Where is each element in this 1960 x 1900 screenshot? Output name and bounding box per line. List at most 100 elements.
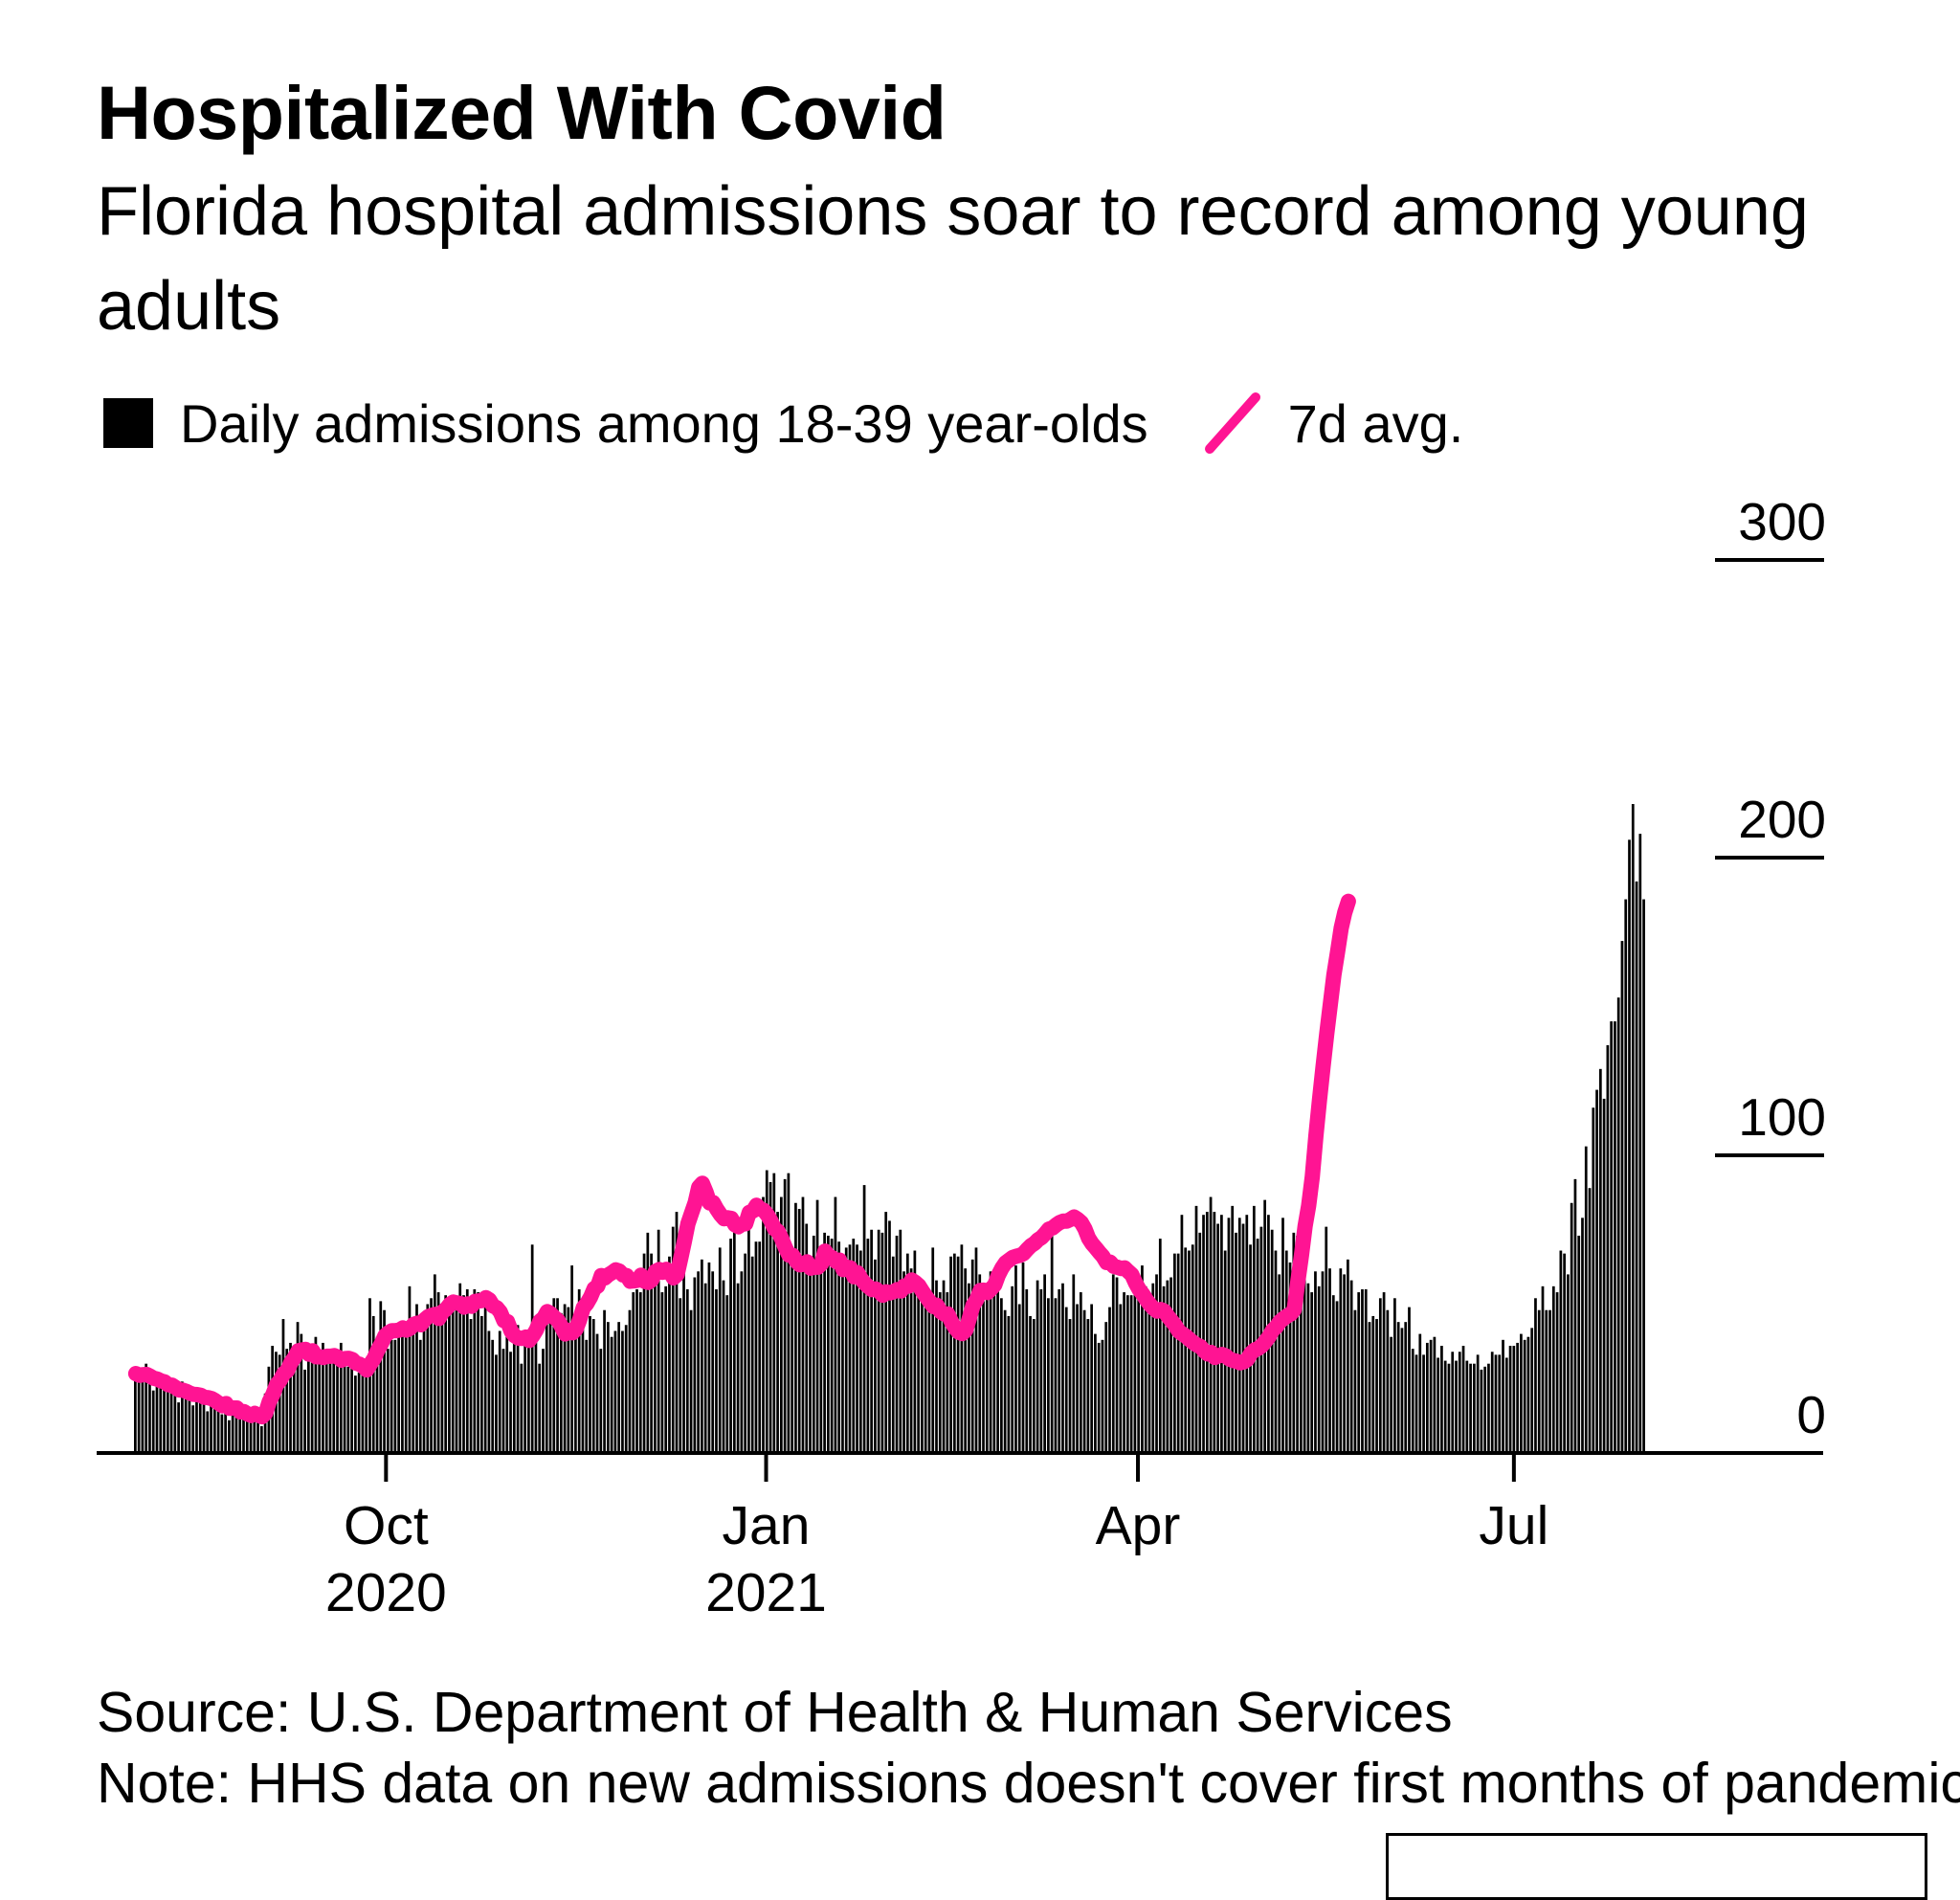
bar: [314, 1336, 318, 1453]
bar: [177, 1402, 180, 1453]
bar: [1614, 1021, 1616, 1453]
bar: [1408, 1307, 1411, 1453]
bar: [1296, 1235, 1299, 1453]
bar: [184, 1390, 188, 1453]
bar: [949, 1256, 952, 1453]
bar: [188, 1393, 191, 1453]
bar: [212, 1399, 216, 1453]
bar: [1461, 1346, 1465, 1453]
bar: [458, 1283, 462, 1453]
bar: [1610, 1021, 1614, 1453]
bar: [1047, 1298, 1050, 1453]
x-tick-sublabel: 2021: [705, 1562, 827, 1623]
bar: [862, 1185, 866, 1453]
bar: [754, 1241, 758, 1453]
bar: [1252, 1205, 1256, 1453]
bar: [563, 1304, 567, 1453]
bar: [1036, 1280, 1039, 1453]
bar: [1125, 1295, 1129, 1453]
bar: [1411, 1349, 1414, 1453]
bar: [1137, 1280, 1141, 1453]
bar: [791, 1253, 794, 1453]
bar: [1382, 1292, 1386, 1453]
bar: [473, 1288, 477, 1453]
bar: [1147, 1292, 1151, 1453]
bar: [776, 1212, 779, 1453]
bar: [1595, 1089, 1598, 1453]
bar: [145, 1363, 148, 1453]
bar: [711, 1271, 715, 1453]
bar: [1043, 1274, 1046, 1453]
bar: [722, 1280, 725, 1453]
bar: [1176, 1253, 1180, 1453]
bar: [412, 1322, 415, 1453]
bar: [491, 1339, 495, 1453]
bar: [231, 1405, 234, 1453]
bar: [1082, 1309, 1086, 1453]
bar: [1173, 1253, 1176, 1453]
bar: [1378, 1298, 1382, 1453]
bar: [1437, 1357, 1440, 1453]
bar: [483, 1298, 487, 1453]
bar: [996, 1280, 999, 1453]
bar: [856, 1244, 858, 1453]
y-tick-label: 200: [1738, 790, 1826, 849]
bar: [924, 1298, 927, 1453]
bar: [1101, 1339, 1104, 1453]
bar: [1188, 1250, 1191, 1453]
footnotes: Source: U.S. Department of Health & Huma…: [97, 1677, 1960, 1819]
bar: [1498, 1354, 1502, 1453]
bar: [1516, 1342, 1519, 1453]
bar: [1364, 1288, 1368, 1453]
bar: [1353, 1309, 1357, 1453]
bar: [1523, 1339, 1526, 1453]
bar: [827, 1235, 830, 1453]
bar: [1567, 1274, 1570, 1453]
bar: [1050, 1232, 1054, 1453]
chart-subtitle: Florida hospital admissions soar to reco…: [97, 173, 1809, 345]
bar: [689, 1309, 693, 1453]
bar: [357, 1373, 361, 1453]
bar: [1490, 1352, 1494, 1453]
bar: [985, 1285, 989, 1453]
avg-line: [127, 893, 1356, 1425]
legend-bar-swatch: [103, 398, 153, 448]
bar: [1303, 1250, 1306, 1453]
bar: [520, 1363, 523, 1453]
data-note: Note: HHS data on new admissions doesn't…: [97, 1752, 1960, 1815]
bar: [1584, 1146, 1588, 1453]
bar: [812, 1235, 815, 1453]
bar: [891, 1256, 895, 1453]
bar: [523, 1339, 526, 1453]
bar: [1563, 1253, 1566, 1453]
bar: [401, 1330, 404, 1453]
bar: [1155, 1274, 1158, 1453]
bar: [228, 1419, 231, 1453]
bar: [292, 1360, 296, 1453]
bar: [1368, 1322, 1371, 1453]
bar: [809, 1256, 812, 1453]
bar: [744, 1253, 746, 1453]
bar: [858, 1250, 862, 1453]
bar: [917, 1295, 920, 1453]
bar: [1451, 1352, 1455, 1453]
bar: [1274, 1250, 1278, 1453]
bar: [974, 1247, 978, 1453]
bar: [682, 1241, 685, 1453]
bar: [538, 1363, 542, 1453]
bar: [371, 1315, 375, 1453]
bar: [877, 1229, 880, 1453]
bar: [909, 1268, 913, 1453]
bar: [451, 1304, 455, 1453]
bar: [815, 1199, 819, 1453]
chart-title: Hospitalized With Covid: [97, 70, 947, 155]
bar: [552, 1298, 556, 1453]
bar: [1616, 997, 1620, 1453]
bar: [642, 1253, 646, 1453]
bar: [310, 1360, 314, 1453]
bar: [534, 1339, 538, 1453]
bar: [617, 1322, 621, 1453]
bar: [1245, 1215, 1249, 1453]
bar: [195, 1387, 198, 1453]
bar: [328, 1354, 332, 1453]
